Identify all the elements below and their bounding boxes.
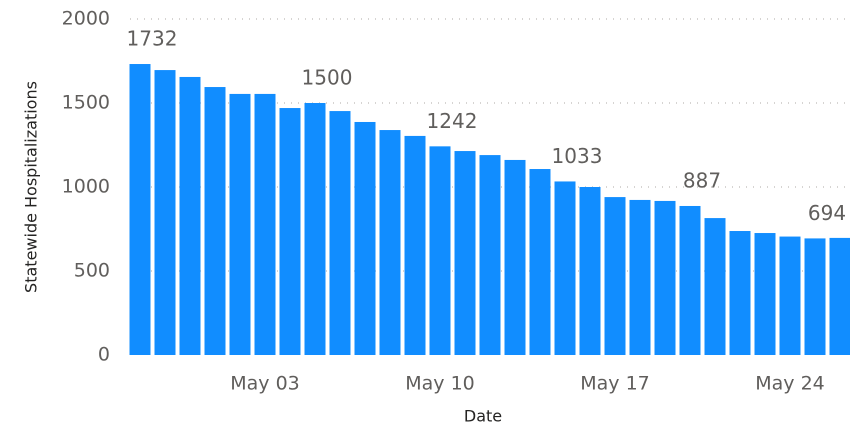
x-tick-label: May 17 xyxy=(580,373,650,395)
bar xyxy=(754,233,776,355)
bar xyxy=(429,146,451,355)
bar xyxy=(229,93,251,355)
bar xyxy=(279,108,301,355)
bar xyxy=(829,237,850,355)
data-label: 1732 xyxy=(127,27,178,51)
bar xyxy=(629,199,651,355)
bar xyxy=(679,205,701,355)
bar xyxy=(654,200,676,355)
bar xyxy=(154,70,176,356)
bar xyxy=(779,236,801,355)
bar xyxy=(579,187,601,355)
bar xyxy=(329,111,351,356)
x-tick-label: May 24 xyxy=(755,373,825,395)
data-label: 1033 xyxy=(552,144,603,168)
bar xyxy=(179,76,201,356)
y-tick-label: 1500 xyxy=(62,92,110,114)
bar xyxy=(529,169,551,355)
data-label: 694 xyxy=(808,201,846,225)
bar xyxy=(129,64,151,356)
bar xyxy=(479,155,501,355)
y-tick-label: 500 xyxy=(74,260,110,282)
bar xyxy=(204,87,226,355)
x-tick-label: May 03 xyxy=(230,373,300,395)
bar xyxy=(554,181,576,355)
bar xyxy=(604,197,626,355)
bar xyxy=(704,218,726,355)
x-tick-label: May 10 xyxy=(405,373,475,395)
y-tick-label: 0 xyxy=(98,344,110,366)
x-axis-title: Date xyxy=(464,407,502,426)
bar xyxy=(804,238,826,355)
bar xyxy=(729,231,751,355)
bar xyxy=(404,135,426,355)
bar xyxy=(304,103,326,355)
y-tick-label: 1000 xyxy=(62,176,110,198)
bar xyxy=(379,130,401,355)
data-label: 1242 xyxy=(427,109,478,133)
y-axis-title: Statewide Hospitalizations xyxy=(22,81,41,293)
bar xyxy=(254,93,276,355)
data-label: 887 xyxy=(683,168,721,192)
data-label: 1500 xyxy=(302,66,353,90)
bar xyxy=(504,159,526,355)
y-tick-label: 2000 xyxy=(62,8,110,30)
bar xyxy=(454,151,476,355)
bar xyxy=(354,121,376,355)
